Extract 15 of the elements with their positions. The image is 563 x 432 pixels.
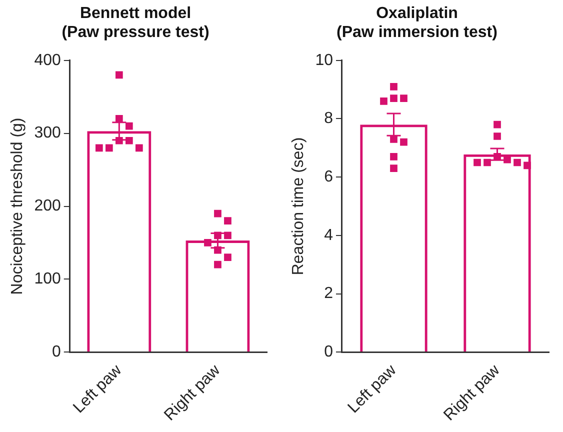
y-tick-label: 10 [315,52,334,69]
y-tick-label: 100 [34,270,61,288]
y-tick-label: 400 [34,52,61,69]
y-tick-label: 6 [324,168,334,186]
y-tick-label: 4 [324,226,334,244]
y-tick-label: 0 [324,344,334,361]
y-tick-label: 0 [52,344,61,361]
y-tick-label: 300 [34,124,61,142]
y-axis-title: Nociceptive threshold (g) [9,118,26,295]
y-tick-label: 8 [324,110,334,128]
chart-title: Oxaliplatin (Paw immersion test) [336,5,498,42]
y-tick-label: 200 [34,198,61,215]
y-tick-label: 2 [324,285,334,302]
chart-title: Bennett model (Paw pressure test) [62,5,210,42]
y-axis-title: Reaction time (sec) [290,137,308,276]
